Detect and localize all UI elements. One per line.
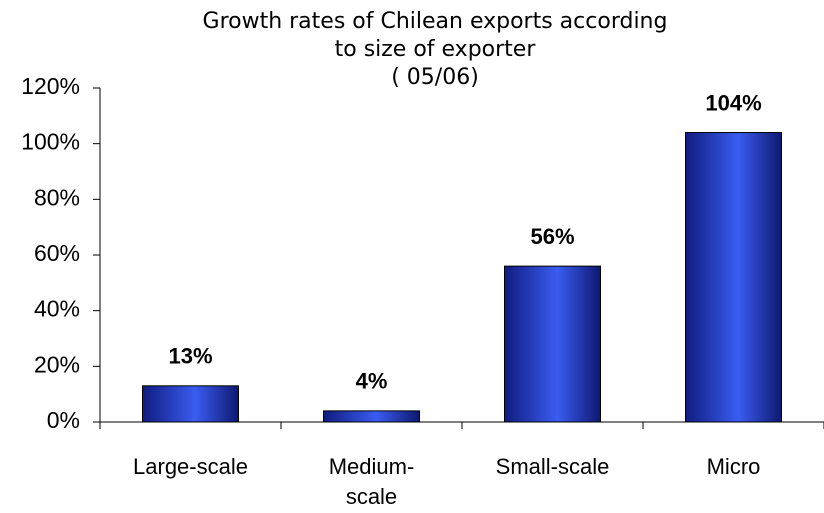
bar [142,385,239,423]
y-tick-label: 80% [34,184,80,210]
data-label: 56% [530,224,574,249]
bar [685,132,782,423]
bar [504,265,601,423]
y-tick-label: 100% [21,129,80,155]
bar [323,410,420,423]
chart-title: Growth rates of Chilean exports accordin… [203,9,668,34]
y-tick-label: 120% [21,73,80,99]
data-label: 104% [705,90,761,115]
x-tick-label: Small-scale [495,454,610,479]
chart-title: ( 05/06) [391,65,479,90]
data-label: 4% [356,369,388,394]
y-tick-label: 20% [34,351,80,377]
x-tick-label: Large-scale [133,454,248,479]
chart-title: to size of exporter [335,37,537,62]
x-tick-label: Medium-scale [328,454,415,509]
y-tick-label: 0% [47,407,80,433]
y-tick-label: 40% [34,296,80,322]
y-tick-label: 60% [34,240,80,266]
x-tick-label: Micro [706,454,761,479]
data-label: 13% [168,344,212,369]
